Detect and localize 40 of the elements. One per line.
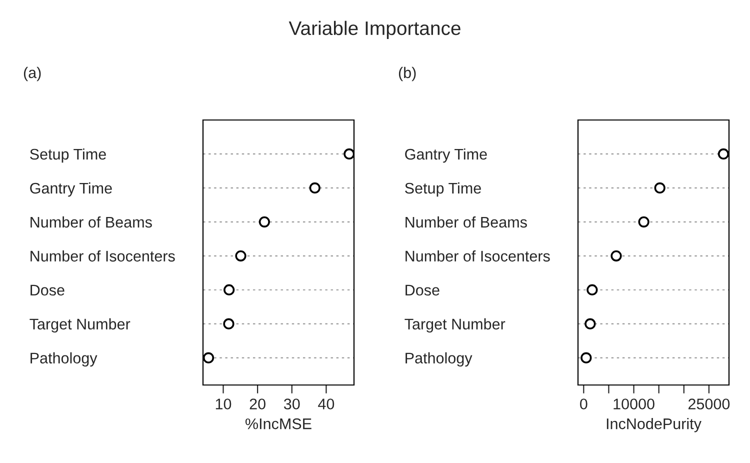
point [224,284,235,296]
point [586,284,598,296]
point [654,182,666,194]
y-tick-label: Number of Beams [406,216,527,228]
y-tick-label: Pathology [30,352,98,367]
y-tick-label: Number of Isocenters [406,250,550,262]
point [718,148,729,160]
x-tick-label: 0 [580,398,588,410]
point [223,318,234,330]
y-tick-label: Target Number [30,318,130,333]
y-tick-label: Pathology [406,352,472,367]
y-tick-label: Setup Time [405,182,481,197]
y-tick-label: Target Number [404,318,506,333]
x-tick-label: 40 [318,398,334,410]
x-tick-label: 20 [250,398,266,410]
y-tick-label: Number of Beams [30,216,152,228]
text: (b) [398,66,416,82]
point [203,352,214,364]
x-tick-label: 10000 [614,398,654,410]
y-tick-label: Gantry Time [405,148,487,163]
y-tick-label: Setup Time [30,148,106,163]
point [610,250,622,262]
y-tick-label: Dose [30,284,64,296]
x-tick-label: 25000 [688,398,730,410]
point [258,216,270,228]
x-axis-title: %IncMSE [246,418,312,430]
y-tick-label: Dose [406,284,440,296]
point [638,216,650,228]
x-tick-label: 30 [284,398,300,410]
y-tick-label: Gantry Time [30,182,112,197]
point [309,182,320,194]
y-tick-label: Number of Isocenters [30,250,175,262]
chart-title: Variable Importance [288,20,460,39]
text: (a) [24,66,41,82]
x-axis-title: IncNodePurity [606,418,702,432]
x-tick-label: 10 [216,398,232,410]
point [344,148,354,160]
point [580,352,592,364]
point [584,318,596,330]
point [235,250,246,262]
